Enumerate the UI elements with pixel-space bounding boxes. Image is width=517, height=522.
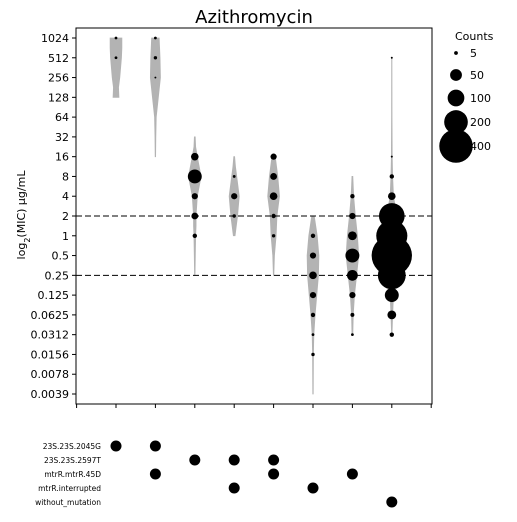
plot-area [75,27,433,408]
violin-body [149,37,161,158]
count-dot [114,36,118,40]
mutation-dot [228,482,240,494]
count-dot [311,333,315,337]
legend-label: 5 [470,47,477,60]
legend: Counts 5 50 100 200 400 [439,30,494,163]
count-dot [350,312,355,317]
count-dot [231,193,238,200]
count-dot [389,174,394,179]
legend-marker [447,89,465,107]
count-dot [232,175,236,178]
y-tick-label: 64 [55,111,69,124]
count-dot [345,248,360,263]
y-tick-label: 2 [62,210,69,223]
count-dot [154,76,157,79]
mutation-dot [268,468,280,480]
mutation-label: without_mutation [35,498,101,507]
count-dot [310,312,316,318]
legend-title: Counts [455,30,494,43]
mutation-label: 23S.23S.2045G [43,442,101,451]
count-dot [309,291,317,299]
count-dot [309,252,317,259]
y-tick-label: 0.0156 [31,348,70,361]
mutation-dot [189,454,201,466]
y-tick-label: 1 [62,230,69,243]
y-tick-label: 0.0078 [31,368,70,381]
count-dot [153,56,158,60]
count-dot [269,192,278,201]
count-dot [154,36,157,40]
y-tick-label: 0.0039 [31,388,70,401]
mutation-matrix: 23S.23S.2045G 23S.23S.2597T mtrR.mtrR.45D m… [35,440,398,508]
mutation-dot [110,440,122,452]
count-dot [271,213,276,219]
count-dot [390,56,393,59]
mutation-dot [346,468,358,480]
legend-label: 100 [470,92,491,105]
count-dot [311,352,315,357]
mutation-label: 23S.23S.2597T [44,456,101,465]
legend-marker [450,69,462,81]
legend-marker [439,129,473,163]
count-dot [347,269,358,281]
mutation-dot [386,496,398,508]
count-dot [350,194,355,199]
count-dot [271,234,276,238]
count-dot [310,233,316,238]
y-tick-label: 32 [55,131,69,144]
y-tick-label: 128 [48,91,69,104]
count-dot [190,152,199,161]
y-axis: 1024 512 256 128 64 32 16 8 4 2 1 0.5 0.25 0.125 0.062… [31,32,76,401]
count-dot [192,233,197,238]
y-tick-label: 8 [62,170,69,183]
count-dot [348,231,357,241]
y-tick-label: 0.0625 [31,309,70,322]
y-tick-label: 512 [48,52,69,65]
y-tick-label: 256 [48,72,69,85]
count-dot [349,291,356,299]
count-dot [351,333,354,337]
mutation-dot [268,454,280,466]
y-tick-label: 0.0312 [31,329,70,342]
count-dot [349,212,356,220]
legend-label: 200 [470,116,491,129]
count-dot [390,155,393,158]
y-tick-label: 0.5 [52,250,70,263]
count-dot [270,173,278,180]
mutation-dot [307,482,319,494]
legend-label: 400 [470,140,491,153]
y-tick-label: 0.25 [45,269,70,282]
y-tick-label: 4 [62,190,69,203]
mutation-label: mtrR.interrupted [38,484,101,493]
mutation-dot [149,468,161,480]
count-dot [371,235,412,276]
violin-body [109,37,123,98]
count-dot [389,332,394,337]
count-dot [114,56,118,60]
count-dot [191,193,198,200]
count-dot [384,288,399,303]
legend-marker [444,110,468,134]
count-dot [387,310,397,320]
chart-title: Azithromycin [195,7,313,28]
legend-label: 50 [470,69,484,82]
y-axis-label: log2(MIC) μg/mL [15,170,32,260]
count-dot [187,169,202,184]
violin-body [306,215,320,395]
legend-marker [454,51,458,55]
mutation-dot [149,440,161,452]
count-dot [270,153,277,160]
y-tick-label: 16 [55,151,69,164]
count-dot [387,192,396,201]
mutation-label: mtrR.mtrR.45D [44,470,101,479]
mutation-dot [228,454,240,466]
y-tick-label: 1024 [41,32,69,45]
y-tick-label: 0.125 [38,289,70,302]
